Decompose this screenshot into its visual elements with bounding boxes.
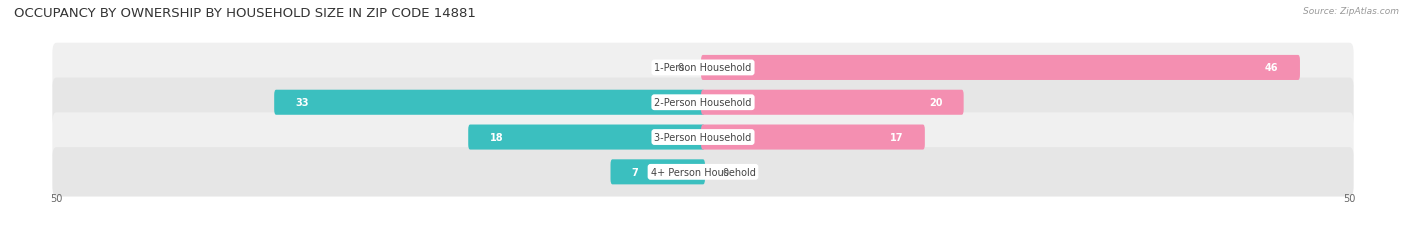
Text: 33: 33 [295,98,309,108]
FancyBboxPatch shape [52,113,1354,162]
FancyBboxPatch shape [52,43,1354,93]
FancyBboxPatch shape [702,125,925,150]
FancyBboxPatch shape [468,125,704,150]
FancyBboxPatch shape [52,78,1354,127]
Text: 20: 20 [929,98,942,108]
Text: 3-Person Household: 3-Person Household [654,132,752,143]
Text: 46: 46 [1265,63,1278,73]
Text: 1-Person Household: 1-Person Household [654,63,752,73]
Text: 2-Person Household: 2-Person Household [654,98,752,108]
Text: 0: 0 [723,167,728,177]
Text: 17: 17 [890,132,904,143]
FancyBboxPatch shape [52,147,1354,197]
Text: OCCUPANCY BY OWNERSHIP BY HOUSEHOLD SIZE IN ZIP CODE 14881: OCCUPANCY BY OWNERSHIP BY HOUSEHOLD SIZE… [14,7,477,20]
FancyBboxPatch shape [610,160,704,185]
FancyBboxPatch shape [702,56,1301,81]
Text: 4+ Person Household: 4+ Person Household [651,167,755,177]
FancyBboxPatch shape [702,90,963,115]
FancyBboxPatch shape [274,90,704,115]
Text: 7: 7 [631,167,638,177]
Text: Source: ZipAtlas.com: Source: ZipAtlas.com [1303,7,1399,16]
Text: 0: 0 [678,63,683,73]
Text: 18: 18 [489,132,503,143]
